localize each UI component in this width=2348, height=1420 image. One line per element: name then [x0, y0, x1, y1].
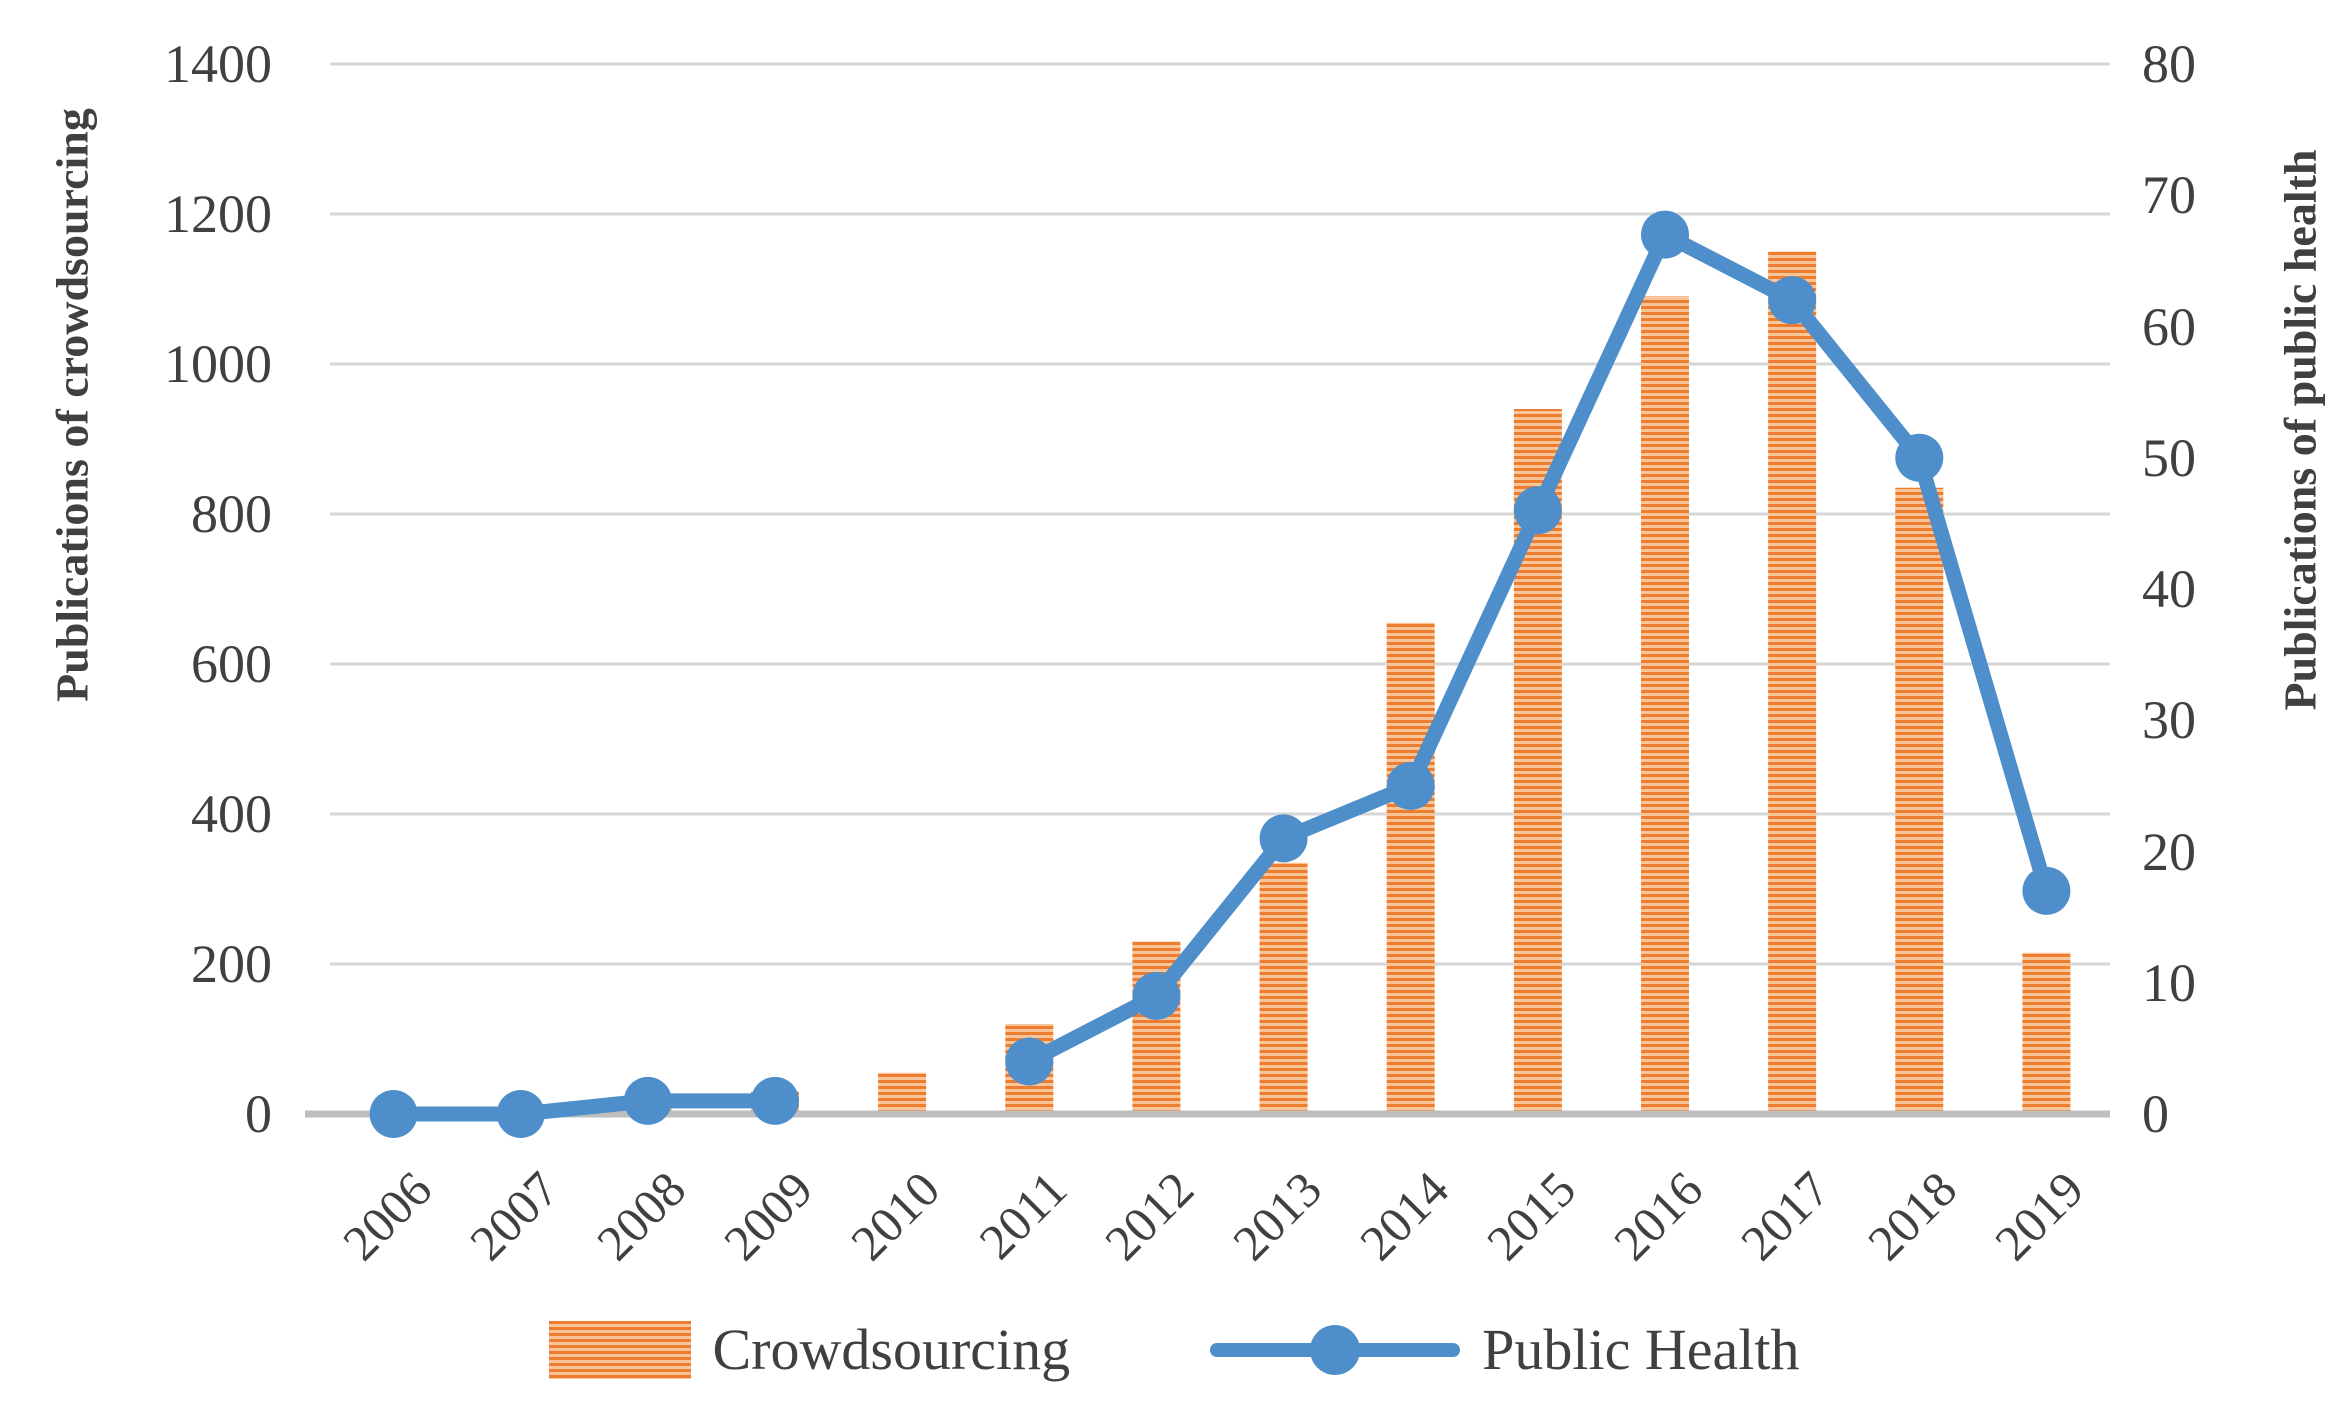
right-tick-70: 70 [2142, 165, 2196, 226]
legend-item-public-health: Public Health [1210, 1316, 1799, 1383]
left-tick-1000: 1000 [164, 334, 272, 394]
public-health-line-segment-1 [386, 1093, 783, 1122]
right-tick-30: 30 [2142, 690, 2196, 751]
line-marker-2007 [496, 1090, 545, 1138]
public-health-marker-icon [1310, 1324, 1361, 1375]
legend-label-crowdsourcing: Crowdsourcing [712, 1317, 1071, 1382]
right-tick-10: 10 [2142, 952, 2196, 1013]
legend-item-crowdsourcing: Crowdsourcing [548, 1316, 1071, 1383]
line-marker-2011 [1005, 1037, 1054, 1086]
left-tick-400: 400 [191, 784, 272, 844]
line-marker-2016 [1641, 210, 1689, 259]
left-tick-200: 200 [191, 934, 272, 994]
left-tick-600: 600 [191, 634, 272, 694]
bar-2010 [878, 1072, 927, 1114]
bar-2016 [1641, 296, 1689, 1114]
bar-2019 [2022, 952, 2071, 1114]
line-marker-2015 [1513, 486, 1562, 535]
left-tick-1200: 1200 [164, 184, 272, 244]
line-marker-2012 [1132, 971, 1181, 1020]
bar-2013 [1259, 862, 1308, 1114]
line-marker-2014 [1386, 761, 1435, 810]
left-tick-800: 800 [191, 484, 272, 544]
line-marker-2009 [751, 1076, 799, 1125]
line-marker-2019 [2022, 866, 2071, 915]
left-tick-0: 0 [245, 1084, 272, 1144]
crowdsourcing-bar-swatch-icon [548, 1320, 691, 1379]
right-tick-80: 80 [2142, 34, 2196, 94]
line-marker-2008 [623, 1076, 672, 1125]
right-tick-20: 20 [2142, 821, 2196, 882]
line-marker-2018 [1895, 433, 1944, 482]
right-tick-0: 0 [2142, 1084, 2169, 1144]
left-tick-1400: 1400 [164, 34, 272, 94]
public-health-line-swatch-icon [1210, 1324, 1461, 1375]
bar-2014 [1386, 622, 1435, 1114]
line-marker-2013 [1259, 814, 1308, 863]
right-tick-50: 50 [2142, 427, 2196, 488]
bar-2018 [1895, 487, 1944, 1114]
legend-label-public-health: Public Health [1482, 1317, 1800, 1382]
right-axis-title: Publications of public health [2274, 149, 2326, 711]
right-tick-40: 40 [2142, 559, 2196, 619]
legend: Crowdsourcing Public Health [0, 1316, 2348, 1383]
bar-2017 [1768, 251, 1817, 1114]
line-marker-2017 [1768, 276, 1817, 325]
line-marker-2006 [369, 1090, 418, 1138]
right-tick-60: 60 [2142, 296, 2196, 357]
